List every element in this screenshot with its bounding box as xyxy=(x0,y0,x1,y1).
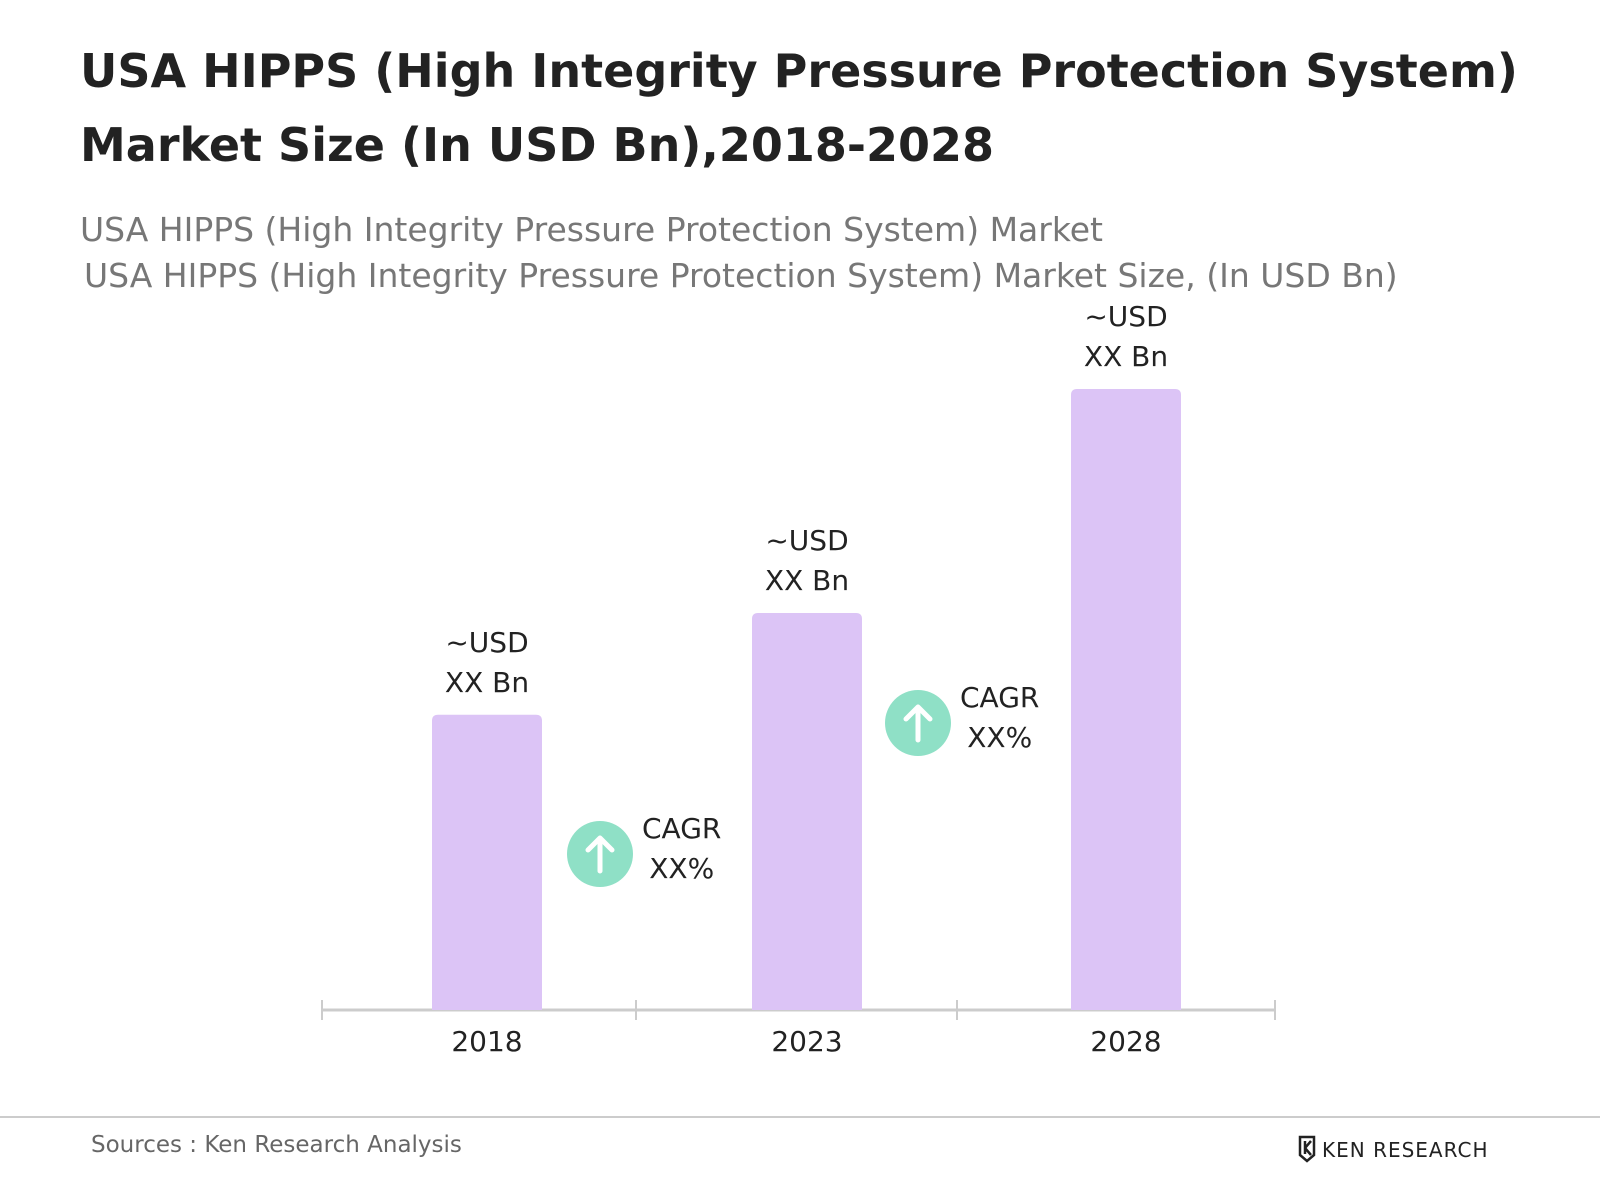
x-tick-label: 2028 xyxy=(1090,1025,1162,1058)
subtitle: USA HIPPS (High Integrity Pressure Prote… xyxy=(80,210,1103,249)
cagr-arrow xyxy=(903,704,933,743)
bar xyxy=(432,714,542,1010)
value-label: ~USD XX Bn xyxy=(764,523,850,597)
bar xyxy=(1071,389,1181,1010)
cagr-arrow xyxy=(585,835,615,874)
brand: KEN RESEARCH xyxy=(1322,1138,1489,1162)
value-label: ~USD XX Bn xyxy=(444,625,530,699)
brand-icon xyxy=(1298,1135,1316,1163)
x-tick-label: 2018 xyxy=(451,1025,523,1058)
cagr-label: CAGR XX% xyxy=(642,812,722,885)
source: Sources : Ken Research Analysis xyxy=(91,1132,462,1158)
bar xyxy=(752,612,862,1010)
title: USA HIPPS (High Integrity Pressure Prote… xyxy=(80,44,1518,172)
cagr-label: CAGR XX% xyxy=(960,681,1040,754)
chart-title: USA HIPPS (High Integrity Pressure Prote… xyxy=(84,256,1398,295)
value-label: ~USD XX Bn xyxy=(1083,300,1169,373)
x-tick-label: 2023 xyxy=(771,1025,843,1058)
